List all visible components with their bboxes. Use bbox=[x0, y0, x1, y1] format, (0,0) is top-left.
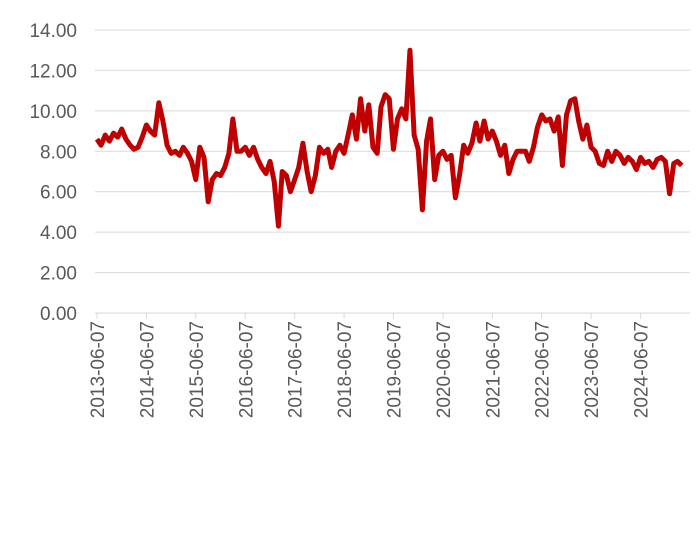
x-tick-label: 2014-06-07 bbox=[137, 321, 158, 418]
y-tick-label: 14.00 bbox=[29, 21, 77, 42]
x-tick-label: 2015-06-07 bbox=[187, 321, 208, 418]
y-tick-label: 12.00 bbox=[29, 61, 77, 82]
x-tick-label: 2019-06-07 bbox=[384, 321, 405, 418]
y-tick-label: 6.00 bbox=[40, 183, 77, 204]
x-tick-label: 2018-06-07 bbox=[335, 321, 356, 418]
x-tick-label: 2024-06-07 bbox=[632, 321, 653, 418]
y-tick-label: 0.00 bbox=[40, 304, 77, 325]
x-tick-label: 2020-06-07 bbox=[434, 321, 455, 418]
x-tick-label: 2021-06-07 bbox=[483, 321, 504, 418]
x-tick-label: 2013-06-07 bbox=[88, 321, 109, 418]
x-tick-label: 2016-06-07 bbox=[236, 321, 257, 418]
x-tick-label: 2017-06-07 bbox=[286, 321, 307, 418]
x-tick-label: 2023-06-07 bbox=[582, 321, 603, 418]
x-tick-label: 2022-06-07 bbox=[533, 321, 554, 418]
y-tick-label: 10.00 bbox=[29, 102, 77, 123]
series-line bbox=[94, 47, 684, 229]
y-tick-label: 2.00 bbox=[40, 264, 77, 285]
y-tick-label: 4.00 bbox=[40, 223, 77, 244]
y-tick-label: 8.00 bbox=[40, 142, 77, 163]
